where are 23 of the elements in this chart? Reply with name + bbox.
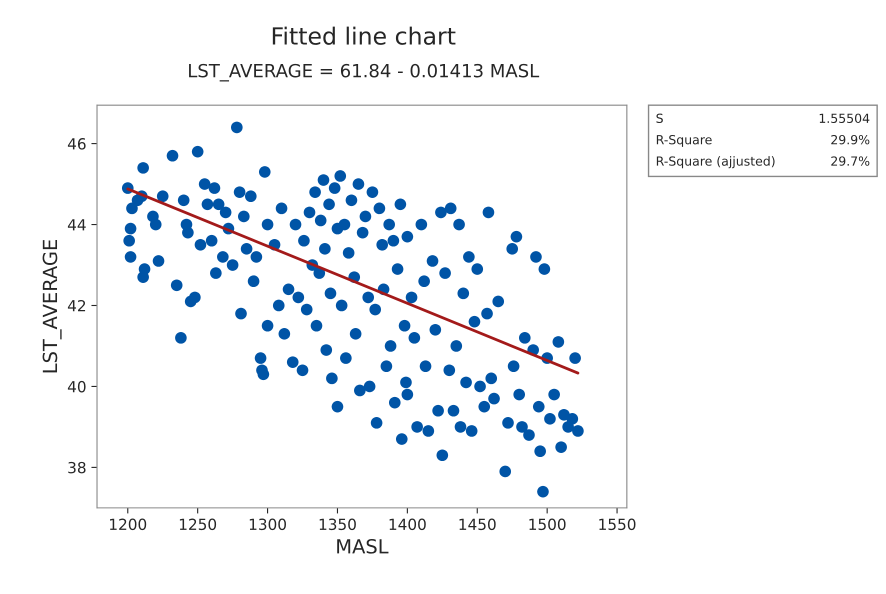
text: 29.7% [831, 156, 870, 166]
text: 29.9% [831, 134, 870, 144]
x-tick-label: 1500 [529, 518, 566, 530]
chart-subtitle: LST_AVERAGE = 61.84 - 0.01413 MASL [189, 64, 540, 82]
y-tick-label: 42 [68, 300, 86, 312]
chart-title: Fitted line chart [272, 26, 456, 45]
x-tick-label: 1450 [460, 518, 496, 530]
x-axis-title: MASL [337, 538, 388, 554]
x-tick-label: 1300 [250, 518, 286, 530]
y-tick-label: 44 [68, 219, 86, 230]
x-tick-label: 1200 [110, 518, 146, 530]
y-axis-title: LST_AVERAGE [42, 240, 62, 372]
x-tick-label: 1350 [320, 518, 356, 530]
x-tick-label: 1400 [390, 518, 426, 530]
y-tick-label: 38 [68, 462, 86, 474]
text: R-Square [656, 134, 712, 147]
text: S [656, 114, 663, 124]
x-tick-label: 1250 [180, 518, 216, 530]
x-tick-label: 1550 [599, 518, 636, 530]
text: 1.55504 [820, 114, 870, 124]
text: R-Square (ajjusted) [656, 156, 775, 168]
y-tick-label: 40 [68, 380, 86, 392]
y-tick-label: 46 [68, 138, 86, 150]
